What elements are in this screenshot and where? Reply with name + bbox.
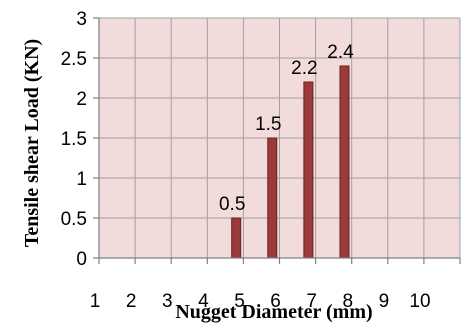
bar [231, 217, 242, 259]
x-tick-label: 5 [234, 291, 245, 312]
x-tick-label: 9 [379, 291, 390, 312]
y-tick-label: 2.5 [61, 49, 87, 70]
x-tick-label: 6 [270, 291, 281, 312]
bar [339, 65, 350, 259]
y-tick-labels: 0 0.5 1 1.5 2 2.5 3 [61, 9, 87, 270]
y-axis-title: Tensile shear Load (KN) [21, 39, 43, 247]
data-label: 2.2 [291, 58, 317, 79]
bar [267, 137, 278, 259]
y-tick-label: 1.5 [61, 129, 87, 150]
x-tick-label: 2 [126, 291, 137, 312]
x-tick-labels: 1 2 3 4 5 6 7 8 9 10 [90, 291, 431, 312]
x-tick-label: 10 [409, 291, 430, 312]
x-tick-label: 8 [343, 291, 354, 312]
x-tick-label: 4 [198, 291, 209, 312]
bar [303, 81, 314, 259]
y-tick-label: 0 [76, 249, 87, 270]
y-tick-label: 2 [76, 89, 87, 110]
x-tick-label: 1 [90, 291, 101, 312]
bars [231, 65, 350, 259]
y-tick-label: 0.5 [61, 209, 87, 230]
data-label: 1.5 [255, 114, 281, 135]
y-tick-label: 3 [76, 9, 87, 30]
x-tick-label: 7 [306, 291, 317, 312]
x-axis-title: Nugget Diameter (mm) [175, 301, 372, 323]
horizontal-gridlines [99, 17, 460, 219]
axes [93, 17, 461, 264]
x-tick-label: 3 [162, 291, 173, 312]
data-label: 0.5 [219, 194, 245, 215]
data-labels: 0.5 1.5 2.2 2.4 [219, 42, 354, 215]
data-label: 2.4 [327, 42, 354, 63]
y-tick-label: 1 [76, 169, 87, 190]
